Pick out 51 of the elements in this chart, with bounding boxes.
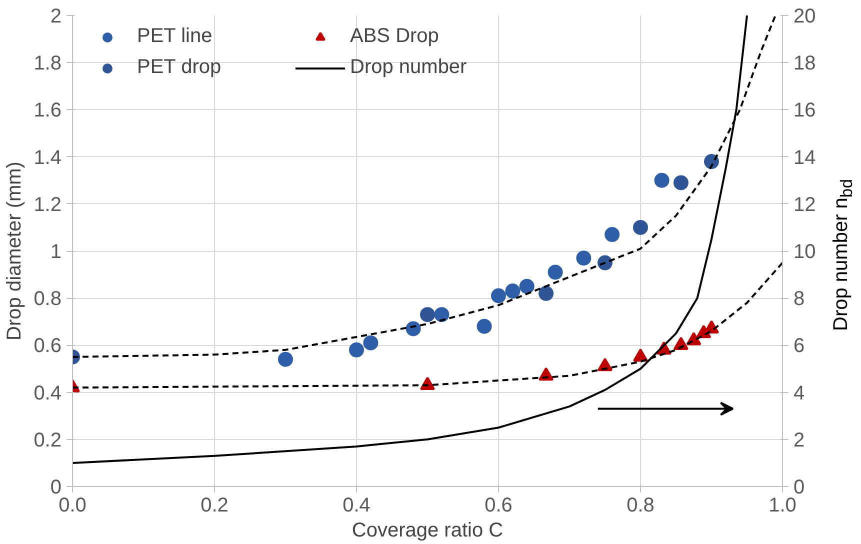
y-tick-label: 1.2 <box>34 194 62 216</box>
point <box>538 286 554 301</box>
x-tick-label: 0.6 <box>484 494 512 516</box>
y2-tick-label: 8 <box>794 288 805 310</box>
y-tick-label: 1.6 <box>34 100 62 122</box>
y2-tick-label: 16 <box>794 100 816 122</box>
y2-tick-label: 12 <box>794 194 816 216</box>
point <box>406 321 421 336</box>
x-tick-label: 0.2 <box>200 494 228 516</box>
legend-label: Drop number <box>350 56 468 79</box>
legend-label: ABS Drop <box>350 25 440 48</box>
legend-label: PET line <box>137 25 214 48</box>
point <box>548 264 563 280</box>
y-tick-label: 2 <box>50 6 62 28</box>
y2-tick-label: 2 <box>794 429 805 452</box>
legend-label: PET drop <box>137 56 222 79</box>
y2-tick-label: 20 <box>794 6 816 28</box>
y-tick-label: 0.6 <box>34 335 62 358</box>
x-axis-title: Coverage ratio C <box>352 520 504 542</box>
point <box>434 307 450 322</box>
point <box>491 288 506 304</box>
point <box>633 220 648 235</box>
point <box>519 278 534 294</box>
point <box>576 250 592 266</box>
y2-tick-label: 6 <box>794 335 805 358</box>
y2-tick-label: 10 <box>794 241 816 263</box>
point <box>505 284 520 299</box>
x-tick-label: 0.8 <box>626 494 654 516</box>
y2-tick-label: 0 <box>794 476 805 498</box>
y-tick-label: 1 <box>50 241 62 263</box>
y-tick-label: 0.2 <box>34 429 62 452</box>
y2-tick-label: 4 <box>794 382 805 404</box>
y-tick-label: 1.8 <box>34 52 62 75</box>
y-tick-label: 0.8 <box>34 288 62 310</box>
y2-tick-label: 14 <box>794 146 816 169</box>
x-tick-label: 1.0 <box>768 494 796 516</box>
point <box>420 307 435 322</box>
y2-tick-label: 18 <box>794 52 816 75</box>
y-axis-title: Drop diameter (mm) <box>4 162 26 340</box>
y-tick-label: 0.4 <box>34 382 62 404</box>
point <box>654 172 670 188</box>
point <box>673 175 688 190</box>
point <box>278 352 293 367</box>
point <box>363 335 378 350</box>
point <box>476 318 492 334</box>
point <box>349 342 364 358</box>
y-tick-label: 1.4 <box>34 146 62 169</box>
y-tick-label: 0 <box>50 476 62 498</box>
point <box>604 227 620 242</box>
x-tick-label: 0.0 <box>58 494 86 516</box>
x-tick-label: 0.4 <box>342 494 370 516</box>
